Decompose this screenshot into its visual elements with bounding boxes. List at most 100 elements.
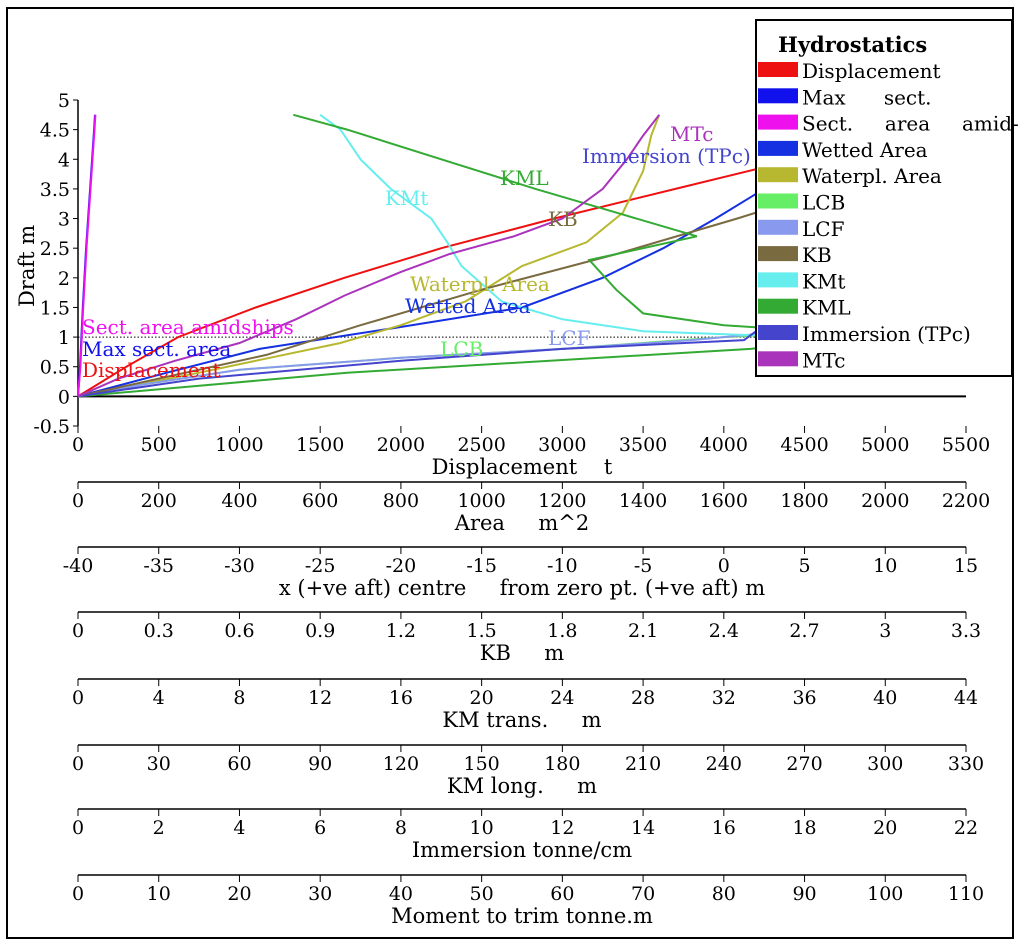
x-tick-label: 0 (72, 490, 84, 512)
curve-label-displacement: Displacement (82, 358, 221, 382)
x-tick-label: 12 (308, 687, 332, 709)
x-tick-label: 6 (314, 817, 326, 839)
legend-swatch-max-sect-area (758, 88, 798, 104)
y-tick-label: 2 (58, 268, 70, 290)
curve-label-immersion-tpc: Immersion (TPc) (582, 144, 751, 168)
series-line-mtc (77, 114, 660, 398)
x-tick-label: -10 (547, 555, 578, 577)
curve-label-wetted-area: Wetted Area (405, 294, 531, 318)
x-tick-label: 16 (712, 817, 736, 839)
x-tick-label: 20 (470, 687, 494, 709)
x-tick-label: 2000 (377, 434, 425, 456)
x-tick-label: 110 (948, 883, 984, 905)
curve-label-lcf: LCF (548, 326, 591, 350)
x-tick-label: 10 (873, 555, 897, 577)
legend-swatch-lcb (758, 193, 798, 209)
y-tick-label: 4.5 (40, 120, 70, 142)
legend-entry-displacement: Displacement (802, 59, 941, 83)
axis-label-tpc: Immersion tonne/cm (412, 838, 632, 862)
axis-label-kb: KB m (480, 641, 564, 665)
x-tick-label: 0.6 (224, 620, 254, 642)
x-tick-label: 60 (227, 753, 251, 775)
legend-entry-max-sect-area: Max sect. (802, 85, 932, 109)
axis-label-disp: Displacement t (432, 455, 613, 479)
x-tick-label: 5 (798, 555, 810, 577)
x-tick-label: 18 (792, 817, 816, 839)
x-tick-label: 32 (712, 687, 736, 709)
legend-swatch-waterpl-area (758, 167, 798, 183)
x-tick-label: 40 (389, 883, 413, 905)
x-tick-label: -5 (634, 555, 653, 577)
series-line-kmt (319, 113, 886, 342)
x-tick-label: 2.4 (709, 620, 739, 642)
x-tick-label: 2500 (457, 434, 505, 456)
legend-entry-immersion-tpc: Immersion (TPc) (802, 322, 971, 346)
x-tick-label: 1400 (619, 490, 667, 512)
x-tick-label: 300 (867, 753, 903, 775)
legend-swatch-displacement (758, 62, 798, 77)
x-tick-label: 40 (873, 687, 897, 709)
curve-label-kmt: KMt (385, 186, 428, 210)
x-tick-label: 3000 (538, 434, 586, 456)
curve-label-waterpl-area: Waterpl. Area (410, 272, 550, 296)
x-tick-label: 8 (395, 817, 407, 839)
x-tick-label: 12 (550, 817, 574, 839)
curve-label-sect-area-amidships: Sect. area amidships (82, 315, 294, 339)
x-tick-label: 240 (706, 753, 742, 775)
x-tick-label: 3500 (619, 434, 667, 456)
x-tick-label: -20 (386, 555, 417, 577)
x-tick-label: 2200 (942, 490, 990, 512)
x-tick-label: 22 (954, 817, 978, 839)
legend-entry-lcf: LCF (802, 217, 845, 241)
x-tick-label: 1200 (538, 490, 586, 512)
x-tick-label: -30 (224, 555, 255, 577)
x-tick-label: 200 (141, 490, 177, 512)
legend-swatch-immersion-tpc (758, 325, 798, 340)
x-tick-label: 3 (879, 620, 891, 642)
x-tick-label: 14 (631, 817, 655, 839)
x-tick-label: 0 (72, 687, 84, 709)
x-tick-label: 0.9 (305, 620, 335, 642)
x-tick-label: 4500 (780, 434, 828, 456)
y-tick-label: 0.5 (40, 357, 70, 379)
x-tick-label: 5500 (942, 434, 990, 456)
x-tick-label: 1000 (457, 490, 505, 512)
legend-swatch-mtc (758, 351, 798, 367)
x-tick-label: 1600 (700, 490, 748, 512)
legend-swatch-lcf (758, 219, 798, 235)
legend-box (755, 19, 1013, 377)
y-tick-label: 0 (58, 386, 70, 408)
legend-entry-waterpl-area: Waterpl. Area (802, 164, 942, 188)
x-tick-label: 30 (147, 753, 171, 775)
x-tick-label: 1.8 (547, 620, 577, 642)
legend-entry-wetted-area: Wetted Area (802, 138, 928, 162)
x-tick-label: 0 (72, 817, 84, 839)
x-tick-label: 1.2 (386, 620, 416, 642)
y-tick-label: -0.5 (33, 416, 70, 438)
x-tick-label: 1500 (296, 434, 344, 456)
y-axis-label: Draft m (15, 225, 39, 307)
legend-swatch-wetted-area (758, 140, 798, 156)
x-tick-label: 0 (72, 620, 84, 642)
x-tick-label: -35 (143, 555, 174, 577)
legend-swatch-kml (758, 298, 798, 314)
series-line-sect-area-amidships (77, 114, 97, 397)
x-tick-label: 150 (464, 753, 500, 775)
x-tick-label: 10 (147, 883, 171, 905)
legend-swatch-kmt (758, 272, 798, 288)
axis-label-kml: KM long. m (447, 774, 597, 798)
x-tick-label: 4 (233, 817, 245, 839)
x-tick-label: 1000 (215, 434, 263, 456)
y-tick-label: 3.5 (40, 179, 70, 201)
x-tick-label: 2.1 (628, 620, 658, 642)
x-tick-label: 2000 (861, 490, 909, 512)
series-line-waterpl-area (77, 114, 661, 398)
x-tick-label: 1.5 (467, 620, 497, 642)
x-tick-label: 20 (227, 883, 251, 905)
legend-swatch-sect-area-amidships (758, 114, 798, 130)
x-tick-label: 20 (873, 817, 897, 839)
x-tick-label: 0 (72, 434, 84, 456)
axis-label-area: Area m^2 (454, 511, 589, 535)
x-tick-label: 270 (786, 753, 822, 775)
